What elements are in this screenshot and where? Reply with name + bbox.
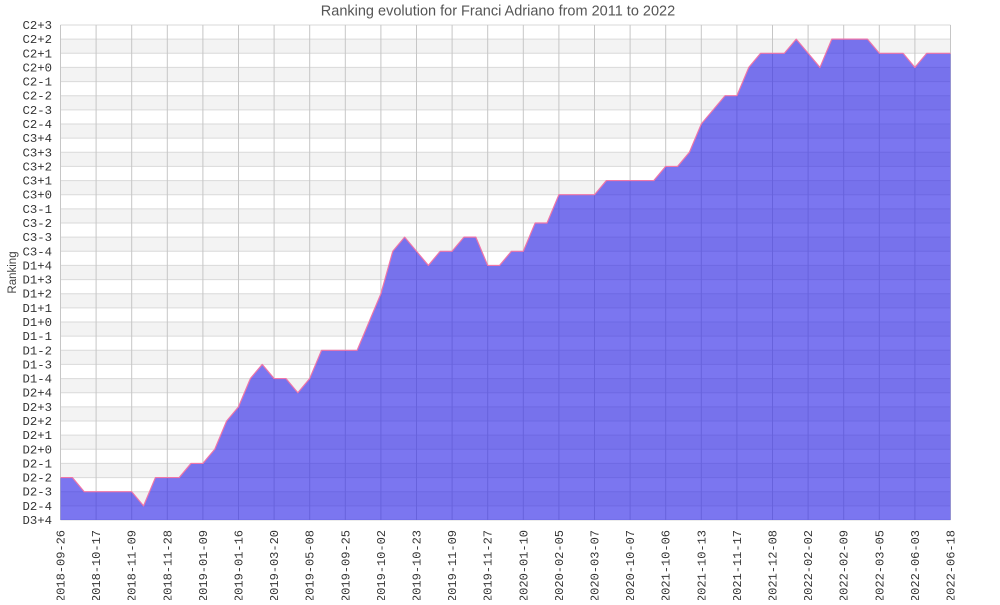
svg-text:D1-3: D1-3 bbox=[22, 358, 52, 372]
svg-text:2019-11-09: 2019-11-09 bbox=[446, 530, 460, 600]
svg-text:C2+0: C2+0 bbox=[22, 61, 52, 75]
svg-text:2019-01-09: 2019-01-09 bbox=[197, 530, 211, 600]
svg-text:C3+3: C3+3 bbox=[22, 146, 52, 160]
svg-text:C2+1: C2+1 bbox=[22, 47, 52, 61]
svg-text:C2-3: C2-3 bbox=[22, 104, 52, 118]
svg-text:D2+4: D2+4 bbox=[22, 387, 52, 401]
svg-text:D1+0: D1+0 bbox=[22, 316, 52, 330]
svg-text:D2-4: D2-4 bbox=[22, 500, 52, 514]
svg-text:D1+3: D1+3 bbox=[22, 274, 52, 288]
svg-text:C3-4: C3-4 bbox=[22, 245, 52, 259]
svg-text:D2+2: D2+2 bbox=[22, 415, 52, 429]
svg-text:D1-4: D1-4 bbox=[22, 373, 52, 387]
svg-text:2020-02-05: 2020-02-05 bbox=[553, 530, 567, 600]
svg-text:2018-11-09: 2018-11-09 bbox=[126, 530, 140, 600]
svg-text:C2-4: C2-4 bbox=[22, 118, 52, 132]
svg-text:C3+0: C3+0 bbox=[22, 189, 52, 203]
svg-text:C3+4: C3+4 bbox=[22, 132, 52, 146]
svg-text:D1-1: D1-1 bbox=[22, 330, 52, 344]
svg-text:2021-10-13: 2021-10-13 bbox=[695, 530, 709, 600]
svg-text:D2+3: D2+3 bbox=[22, 401, 52, 415]
svg-text:2019-01-16: 2019-01-16 bbox=[233, 530, 247, 600]
svg-text:2020-10-07: 2020-10-07 bbox=[624, 530, 638, 600]
svg-text:D1+4: D1+4 bbox=[22, 259, 52, 273]
svg-text:2021-10-06: 2021-10-06 bbox=[660, 530, 674, 600]
svg-text:2022-06-03: 2022-06-03 bbox=[909, 530, 923, 600]
svg-text:D2-1: D2-1 bbox=[22, 457, 52, 471]
svg-text:C2+2: C2+2 bbox=[22, 33, 52, 47]
svg-text:2022-02-02: 2022-02-02 bbox=[802, 530, 816, 600]
svg-text:D2-3: D2-3 bbox=[22, 486, 52, 500]
svg-text:2021-12-08: 2021-12-08 bbox=[767, 530, 781, 600]
svg-text:D2+0: D2+0 bbox=[22, 443, 52, 457]
svg-text:D1-2: D1-2 bbox=[22, 344, 52, 358]
svg-text:2019-05-08: 2019-05-08 bbox=[304, 530, 318, 600]
svg-text:2019-03-20: 2019-03-20 bbox=[268, 530, 282, 600]
svg-text:D2+1: D2+1 bbox=[22, 429, 52, 443]
svg-text:2018-09-26: 2018-09-26 bbox=[55, 530, 69, 600]
svg-text:D1+1: D1+1 bbox=[22, 302, 52, 316]
svg-text:2019-10-23: 2019-10-23 bbox=[411, 530, 425, 600]
svg-text:2019-09-25: 2019-09-25 bbox=[339, 530, 353, 600]
svg-text:2021-11-17: 2021-11-17 bbox=[731, 530, 745, 600]
svg-text:C3-2: C3-2 bbox=[22, 217, 52, 231]
svg-text:2019-11-27: 2019-11-27 bbox=[482, 530, 496, 600]
svg-text:2018-10-17: 2018-10-17 bbox=[90, 530, 104, 600]
svg-text:C2-1: C2-1 bbox=[22, 76, 52, 90]
svg-text:D1+2: D1+2 bbox=[22, 288, 52, 302]
svg-text:2018-11-28: 2018-11-28 bbox=[161, 530, 175, 600]
svg-text:2020-01-10: 2020-01-10 bbox=[517, 530, 531, 600]
svg-text:C3-3: C3-3 bbox=[22, 231, 52, 245]
svg-text:C3+2: C3+2 bbox=[22, 160, 52, 174]
svg-text:D3+4: D3+4 bbox=[22, 514, 52, 528]
svg-text:C2-2: C2-2 bbox=[22, 90, 52, 104]
svg-text:C3-1: C3-1 bbox=[22, 203, 52, 217]
svg-text:C2+3: C2+3 bbox=[22, 19, 52, 33]
svg-text:2022-03-05: 2022-03-05 bbox=[873, 530, 887, 600]
svg-text:D2-2: D2-2 bbox=[22, 472, 52, 486]
svg-text:2019-10-02: 2019-10-02 bbox=[375, 530, 389, 600]
svg-text:C3+1: C3+1 bbox=[22, 175, 52, 189]
svg-text:2022-06-18: 2022-06-18 bbox=[945, 530, 959, 600]
svg-text:Ranking evolution for Franci A: Ranking evolution for Franci Adriano fro… bbox=[321, 4, 675, 20]
svg-text:2022-02-09: 2022-02-09 bbox=[838, 530, 852, 600]
svg-text:2020-03-07: 2020-03-07 bbox=[589, 530, 603, 600]
svg-text:Ranking: Ranking bbox=[7, 251, 19, 293]
